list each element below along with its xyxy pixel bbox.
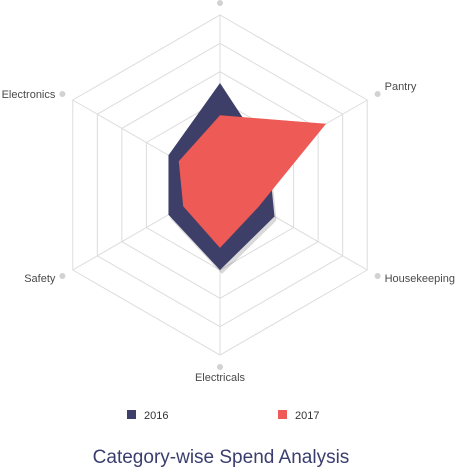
legend-item-2017[interactable]: 2017 [278,410,319,422]
axis-dot-safety [59,273,66,279]
series-area-2017 [178,115,327,248]
axis-label-housekeeping: Housekeeping [385,273,455,285]
legend-swatch-2016 [127,410,136,419]
axis-label-pantry: Pantry [385,81,417,93]
radar-axis-labels: StationeryPantryHousekeepingElectricalsS… [2,0,455,384]
axis-dot-stationery [217,0,223,6]
legend: 2016 2017 [127,410,319,422]
axis-dot-pantry [374,91,381,97]
axis-dot-electronics [59,91,66,97]
legend-swatch-2017 [278,410,287,419]
legend-label-2017: 2017 [295,410,319,422]
axis-label-electricals: Electricals [195,372,246,384]
radar-series-layer [168,83,327,274]
legend-item-2016[interactable]: 2016 [127,410,168,422]
axis-dot-electricals [217,364,223,370]
chart-title: Category-wise Spend Analysis [92,447,350,468]
axis-label-safety: Safety [24,273,56,285]
axis-label-electronics: Electronics [2,89,56,101]
series-2017[interactable] [178,115,327,248]
legend-label-2016: 2016 [144,410,168,422]
axis-dot-housekeeping [374,273,381,279]
